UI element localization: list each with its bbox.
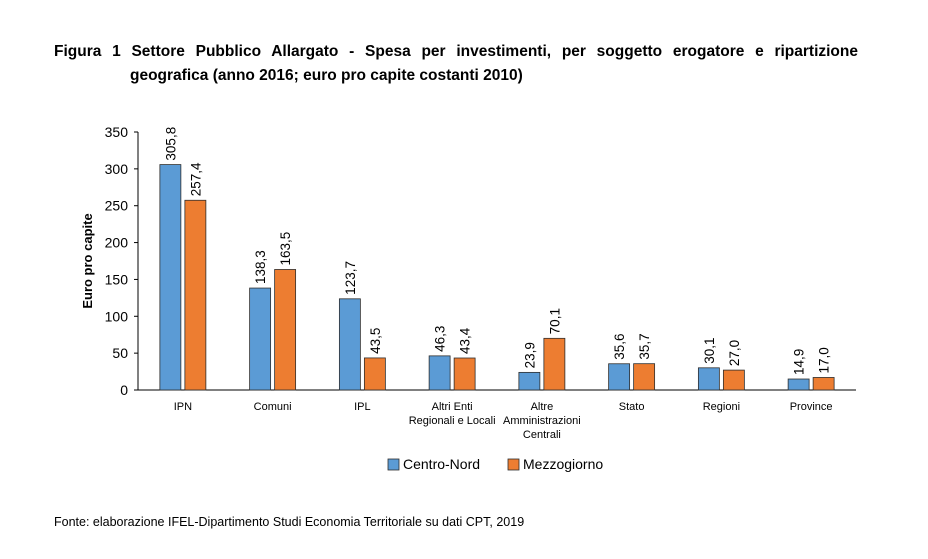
data-label: 163,5 [278,232,293,266]
source-note: Fonte: elaborazione IFEL-Dipartimento St… [54,515,525,529]
bar-centro-nord [697,367,720,391]
legend-swatch [387,458,400,471]
data-label: 30,1 [702,338,717,364]
data-label: 14,9 [792,349,807,375]
data-label: 70,1 [547,308,562,334]
figure-title-line2: geografica (anno 2016; euro pro capite c… [130,67,523,84]
data-label: 43,5 [368,328,383,354]
bar-centro-nord [428,355,451,391]
data-label: 123,7 [343,261,358,295]
x-tick-label: Altri Enti [432,401,473,413]
bar-centro-nord [159,164,182,391]
x-tick-label: Comuni [254,401,292,413]
bar-centro-nord [338,298,361,391]
legend-label: Centro-Nord [403,456,480,472]
bar-mezzogiorno [812,377,835,391]
x-tick-label: Altre [531,401,554,413]
data-label: 27,0 [727,340,742,366]
data-label: 23,9 [522,342,537,368]
bar-centro-nord [787,378,810,391]
bar-mezzogiorno [453,357,476,391]
bar-mezzogiorno [363,357,386,391]
data-label: 17,0 [817,347,832,373]
data-label: 35,6 [612,333,627,359]
bar-centro-nord [518,371,541,391]
figure-title: Figura 1 Settore Pubblico Allargato - Sp… [54,40,858,88]
x-tick-label: Regionali e Locali [409,415,496,427]
x-tick-label: Amministrazioni [503,415,581,427]
y-tick-label: 300 [105,161,129,177]
x-tick-label: IPN [174,401,192,413]
bar-mezzogiorno [633,363,656,391]
legend-swatch [507,458,520,471]
data-label: 138,3 [253,250,268,284]
x-tick-label: Regioni [703,401,740,413]
x-tick-label: Province [790,401,833,413]
data-label: 46,3 [433,326,448,352]
y-tick-label: 200 [105,235,129,251]
x-tick-label: Stato [619,401,645,413]
legend-label: Mezzogiorno [523,456,603,472]
y-tick-label: 150 [105,271,129,287]
data-label: 35,7 [637,333,652,359]
data-label: 43,4 [458,327,473,354]
bar-mezzogiorno [543,337,566,391]
y-tick-label: 250 [105,198,129,214]
bar-centro-nord [249,287,272,391]
y-axis-label: Euro pro capite [80,213,95,308]
figure-title-line1: Figura 1 Settore Pubblico Allargato - Sp… [54,43,858,60]
y-tick-label: 50 [112,345,128,361]
bar-mezzogiorno [184,199,207,391]
bar-mezzogiorno [274,269,297,391]
bar-centro-nord [608,363,631,391]
y-tick-label: 100 [105,308,129,324]
y-tick-label: 0 [120,382,128,398]
x-tick-label: Centrali [523,429,561,441]
data-label: 257,4 [188,162,203,196]
x-tick-label: IPL [354,401,371,413]
bar-mezzogiorno [722,369,745,391]
data-label: 305,8 [163,127,178,161]
y-tick-label: 350 [105,124,129,140]
